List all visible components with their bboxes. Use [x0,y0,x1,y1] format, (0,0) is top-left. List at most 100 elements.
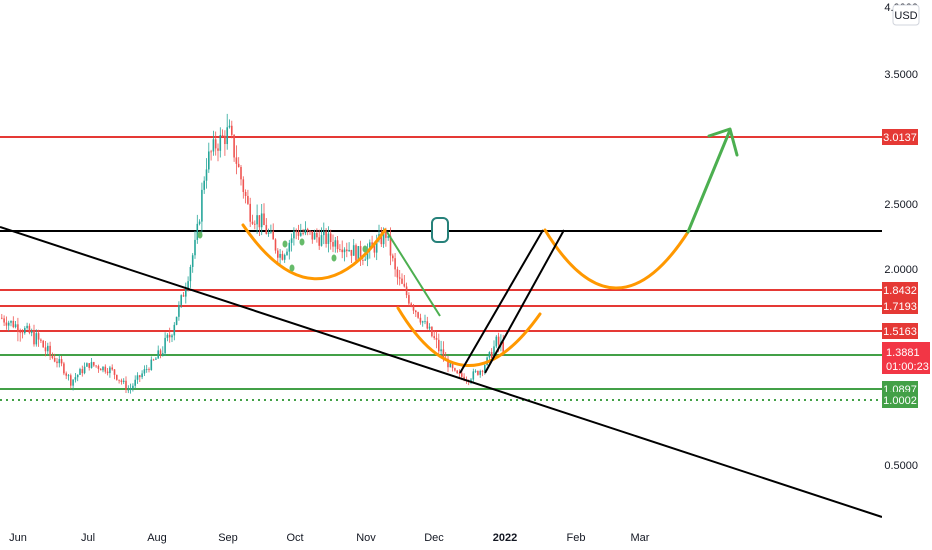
candle-body [7,322,10,326]
candle-body [263,213,265,225]
candle-body [97,366,100,369]
candle-body [286,251,288,255]
signal-dot [197,231,203,239]
candle-body [419,317,422,323]
x-tick-label: Mar [631,532,650,544]
candle-body [187,281,189,290]
candle-body [30,331,33,333]
candle-body [235,157,238,164]
candle-body [136,375,139,380]
candle-body [150,359,153,370]
candle-body [325,231,327,244]
candle-body [17,324,19,332]
candle-body [258,215,261,228]
currency-label: USD [894,10,917,22]
candle-body [385,231,387,238]
candle-body [304,229,307,234]
candle-body [127,389,130,391]
candle-body [410,303,412,307]
candle-body [447,358,449,368]
channel-line-lower[interactable] [484,229,565,374]
candle-body [109,367,111,374]
candle-body [320,235,323,246]
candle-body [362,260,364,261]
candle-body [495,336,498,347]
candle-body [3,318,5,323]
candle-body [148,369,150,370]
signal-dot [331,254,337,262]
candle-body [408,295,410,304]
candle-body [37,333,40,340]
candle-body [194,239,196,256]
candle-body [139,375,141,378]
candle-body [63,363,65,374]
candle-body [185,289,187,297]
candle-body [90,362,93,368]
candle-body [355,245,357,261]
candle-body [240,166,242,180]
candle-body [415,310,417,313]
candle-body [396,269,399,278]
trendline[interactable] [0,226,883,518]
candle-body [49,345,51,356]
candle-body [159,350,162,356]
candle-body [231,125,233,135]
candle-body [327,233,330,244]
cup-arc[interactable] [543,228,690,290]
price-axis-bg [882,0,932,550]
candle-body [267,232,270,234]
channel-line-upper[interactable] [459,229,544,374]
candle-body [53,357,56,362]
candle-body [323,231,325,236]
candle-body [56,361,58,364]
candle-body [479,370,481,375]
candle-body [302,233,304,234]
candle-body [12,320,15,328]
candle-body [272,231,274,240]
target-arrow[interactable] [686,128,732,234]
currency-badge[interactable] [892,4,920,26]
candle-body [401,278,403,284]
candle-body [254,223,256,225]
candle-body [155,358,157,360]
candle-body [65,373,67,376]
candle-body [279,253,281,258]
marker-box[interactable] [431,217,449,243]
candle-body [51,355,54,358]
candle-body [260,213,263,228]
candle-body [19,331,21,333]
candle-body [219,134,222,151]
candle-body [426,321,429,329]
cup-arc[interactable] [396,306,542,367]
candle-body [113,369,116,375]
candle-body [120,380,123,382]
signal-dot [289,264,295,272]
candle-body [81,369,84,374]
candle-body [116,374,118,380]
candle-body [205,169,208,181]
candle-body [274,239,277,251]
candle-body [21,332,24,334]
candle-body [70,375,72,386]
candle-body [277,250,279,258]
candle-body [472,371,475,380]
candle-body [132,385,134,389]
candle-body [438,339,440,352]
candle-body [125,380,127,391]
candle-body [111,367,113,370]
candle-body [288,242,291,252]
breakdown-line[interactable] [386,231,441,317]
candle-body [201,189,203,222]
candle-body [270,231,272,233]
candle-body [359,246,362,261]
cup-arc[interactable] [241,223,387,281]
candle-body [166,334,169,338]
candle-body [208,151,210,170]
target-arrow-head [707,127,739,157]
candle-body [484,365,486,372]
price-level-value: 1.7193 [883,301,917,313]
candle-body [339,249,341,250]
candle-body [398,277,401,279]
